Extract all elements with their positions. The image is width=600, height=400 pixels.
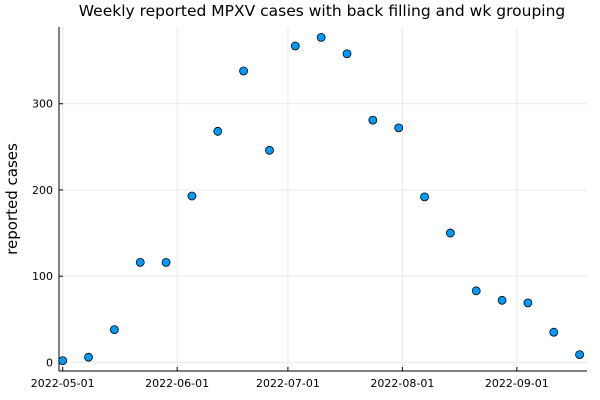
y-tick-label: 0 <box>46 356 53 369</box>
data-point <box>575 350 585 360</box>
y-axis-label: reported cases <box>3 143 21 255</box>
grid <box>59 27 587 371</box>
data-point <box>420 192 429 202</box>
data-point <box>394 123 404 133</box>
data-point <box>368 115 378 125</box>
data-point <box>471 286 481 296</box>
data-points <box>58 32 585 366</box>
data-point <box>497 295 507 305</box>
y-tick-label: 300 <box>32 98 53 111</box>
axes <box>58 27 587 372</box>
y-tick-label: 200 <box>32 184 53 197</box>
x-tick-label: 2022-07-01 <box>256 377 320 390</box>
data-point <box>316 32 326 42</box>
x-tick-label: 2022-09-01 <box>485 377 549 390</box>
y-tick-label: 100 <box>32 270 53 283</box>
data-point <box>84 352 93 362</box>
data-point <box>135 257 145 267</box>
data-point <box>342 49 352 59</box>
data-point <box>239 66 249 76</box>
x-tick-label: 2022-08-01 <box>370 377 434 390</box>
data-point <box>109 325 119 335</box>
data-point <box>549 327 559 337</box>
chart-title: Weekly reported MPXV cases with back fil… <box>79 2 566 20</box>
data-point <box>161 257 171 267</box>
data-point <box>445 228 455 238</box>
data-point <box>58 356 68 366</box>
data-point <box>265 145 274 155</box>
data-point <box>187 191 197 201</box>
data-point <box>290 41 300 51</box>
x-tick-label: 2022-05-01 <box>31 377 95 390</box>
tick-labels: 2022-05-01 2022-06-01 2022-07-01 2022-08-01… <box>31 98 549 390</box>
data-point <box>523 298 533 308</box>
data-point <box>213 126 223 136</box>
x-tick-label: 2022-06-01 <box>145 377 209 390</box>
